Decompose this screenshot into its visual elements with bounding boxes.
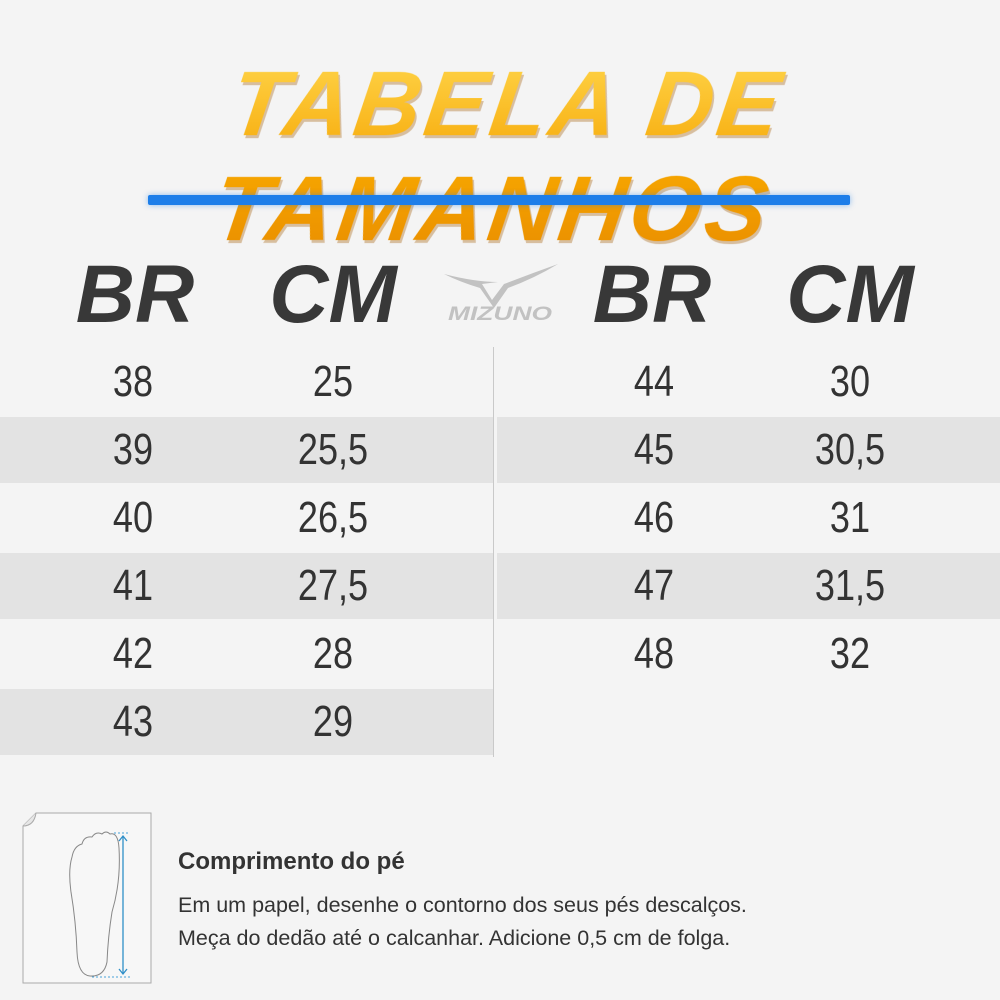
size-cm-cell: 31 xyxy=(829,493,871,542)
row-stripe xyxy=(0,417,493,483)
brand-name: MIZUNO xyxy=(448,304,552,322)
footer-instruction-2: Meça do dedão até o calcanhar. Adicione … xyxy=(178,926,731,950)
size-br-cell: 38 xyxy=(112,357,154,406)
accent-bar xyxy=(148,195,850,205)
size-br-cell: 40 xyxy=(112,493,154,542)
row-stripe xyxy=(0,553,493,619)
size-br-cell: 39 xyxy=(112,425,154,474)
size-cm-cell: 26,5 xyxy=(297,493,369,542)
row-stripe xyxy=(497,417,1000,483)
size-cm-cell: 27,5 xyxy=(297,561,369,610)
size-cm-cell: 30,5 xyxy=(814,425,886,474)
row-stripe xyxy=(0,689,493,755)
footer-heading: Comprimento do pé xyxy=(178,848,405,875)
size-cm-cell: 29 xyxy=(312,697,354,746)
header-br-right: BR xyxy=(592,249,712,340)
footer-instruction-1: Em um papel, desenhe o contorno dos seus… xyxy=(178,893,747,917)
size-br-cell: 44 xyxy=(633,357,675,406)
size-cm-cell: 25 xyxy=(312,357,354,406)
size-cm-cell: 31,5 xyxy=(814,561,886,610)
size-br-cell: 46 xyxy=(633,493,675,542)
header-cm-left: CM xyxy=(269,249,397,340)
size-br-cell: 41 xyxy=(112,561,154,610)
size-cm-cell: 25,5 xyxy=(297,425,369,474)
foot-measure-icon xyxy=(22,812,152,984)
size-br-cell: 47 xyxy=(633,561,675,610)
size-br-cell: 42 xyxy=(112,629,154,678)
mizuno-logo: MIZUNO xyxy=(444,264,558,322)
size-br-cell: 45 xyxy=(633,425,675,474)
size-br-cell: 48 xyxy=(633,629,675,678)
header-br-left: BR xyxy=(75,249,195,340)
header-cm-right: CM xyxy=(786,249,914,340)
page-title: TABELA DE TAMANHOS xyxy=(0,52,1000,262)
row-stripe xyxy=(497,553,1000,619)
column-divider xyxy=(493,347,494,757)
size-cm-cell: 32 xyxy=(829,629,871,678)
size-cm-cell: 28 xyxy=(312,629,354,678)
size-br-cell: 43 xyxy=(112,697,154,746)
size-cm-cell: 30 xyxy=(829,357,871,406)
